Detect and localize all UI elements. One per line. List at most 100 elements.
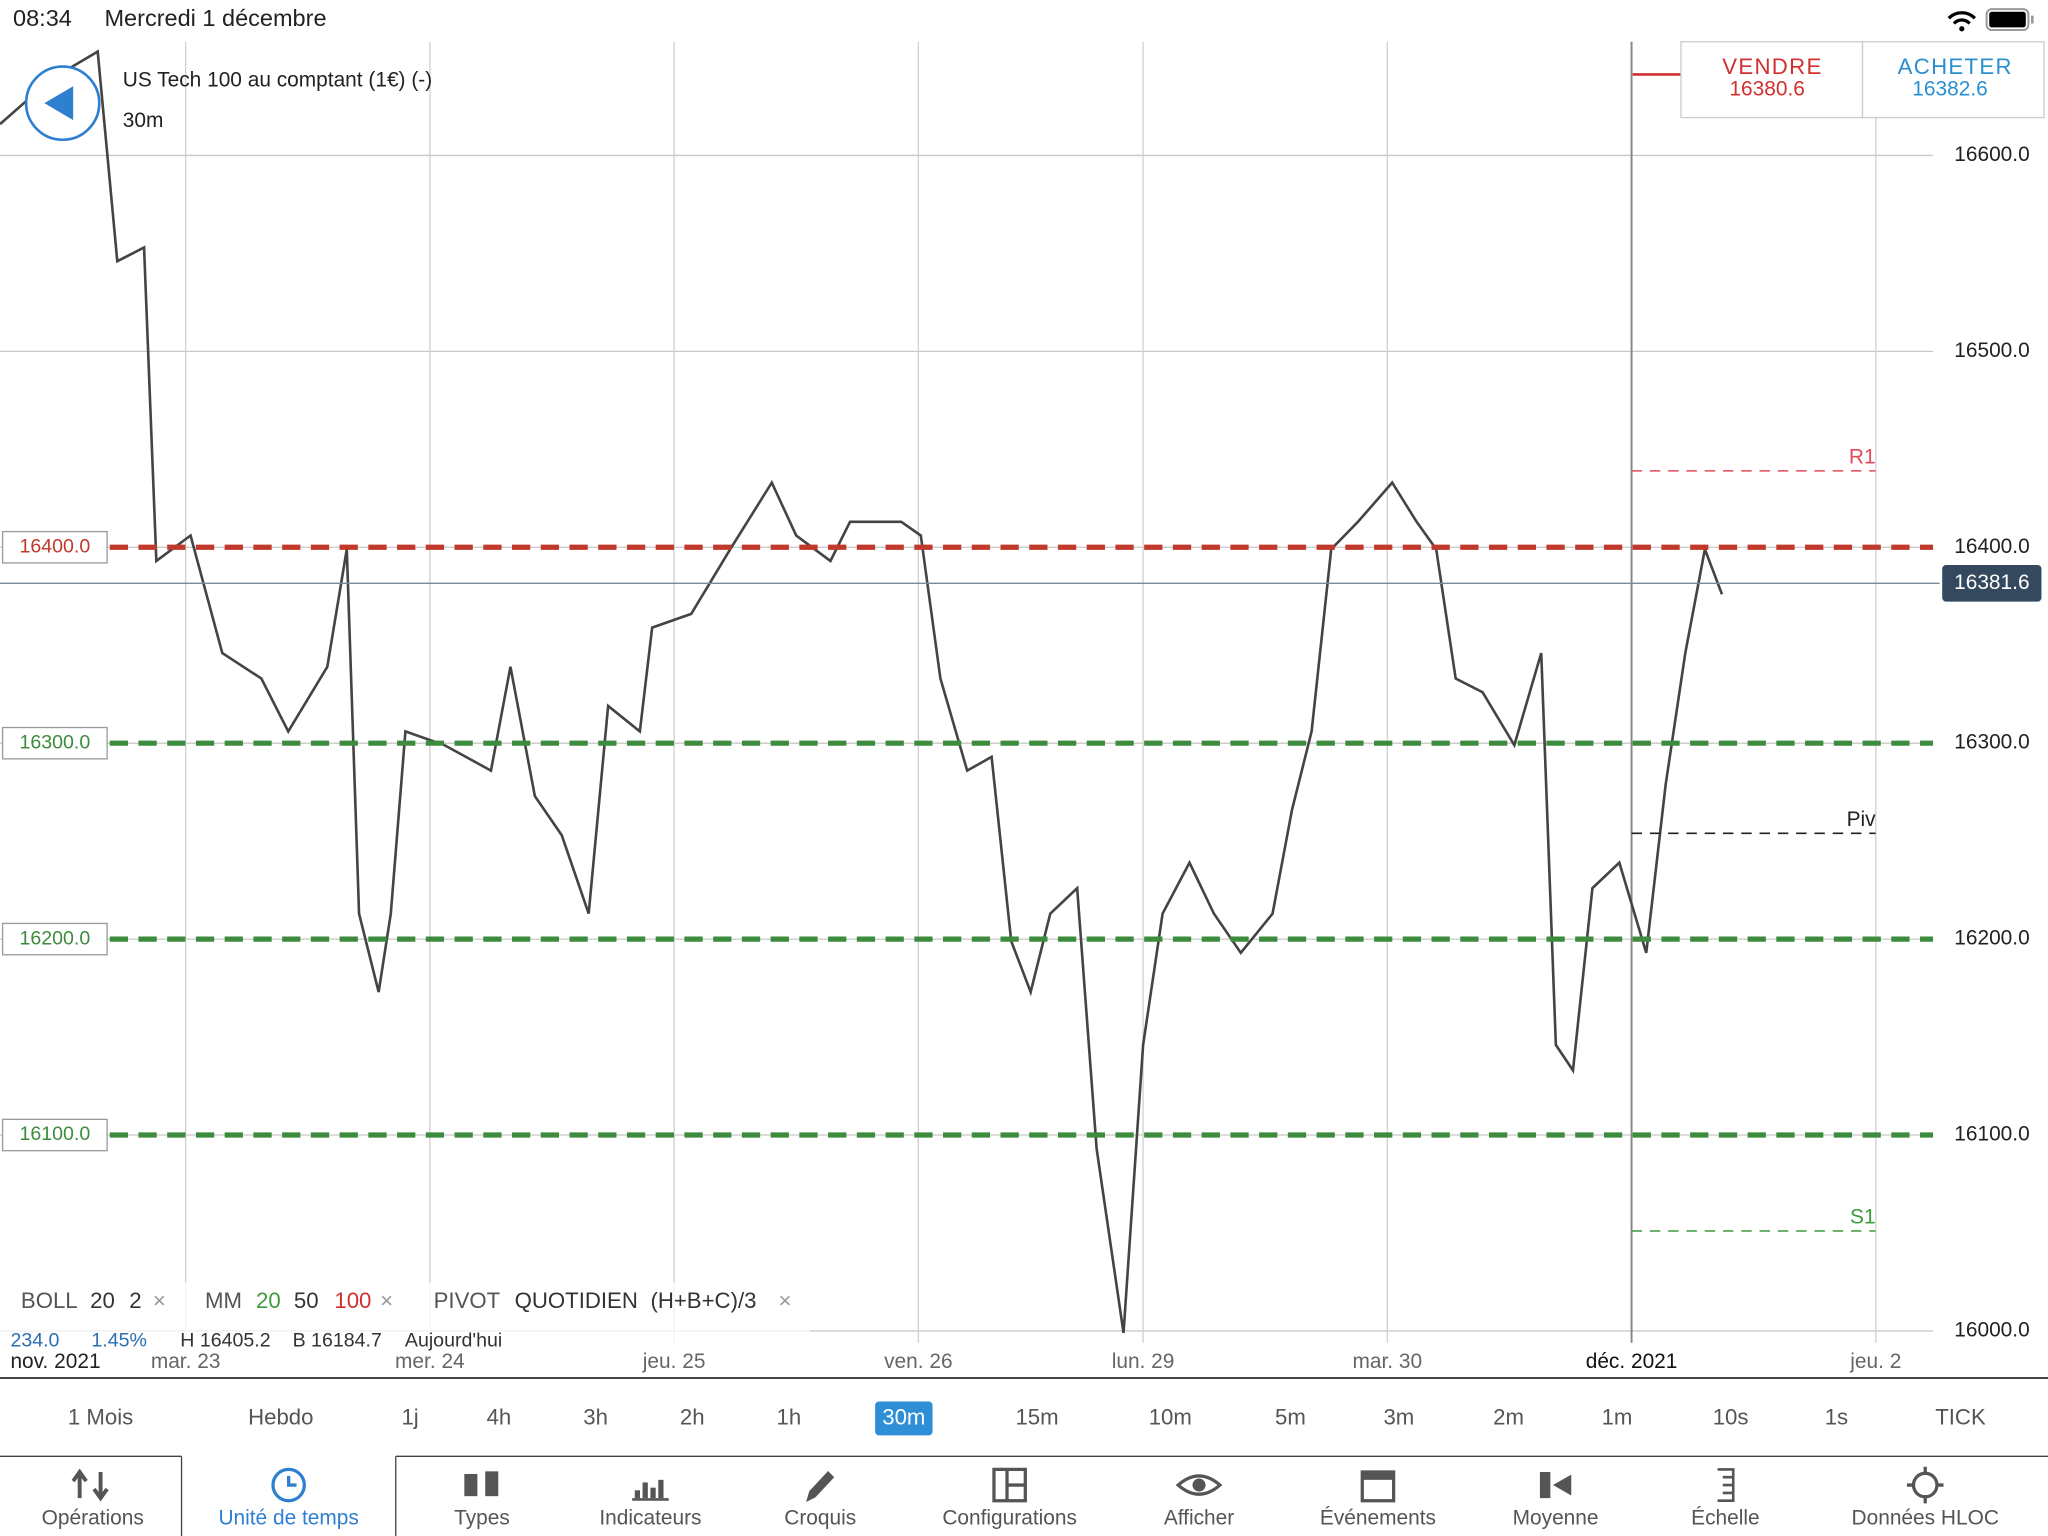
tab-button[interactable]: Unité de temps: [218, 1507, 358, 1530]
timeframe-selected: [875, 1401, 933, 1436]
stat-text: Aujourd'hui: [405, 1330, 502, 1352]
sell-label: VENDRE: [1722, 54, 1822, 79]
tab-icon: [1539, 1472, 1572, 1499]
tab-button[interactable]: Moyenne: [1513, 1507, 1599, 1530]
timeframe-button[interactable]: 10s: [1713, 1404, 1749, 1429]
tab-bar: Opérations Unité de temps Types Indicateurs…: [42, 1466, 1999, 1530]
level-label: 16300.0: [19, 731, 90, 753]
icon-part: [1192, 1478, 1206, 1492]
y-tick-label: 16100.0: [1954, 1123, 2029, 1146]
tab-icon: [1175, 1474, 1223, 1496]
timeframe-button[interactable]: Hebdo: [248, 1404, 313, 1429]
status-time: 08:34: [13, 5, 72, 31]
level-label: 16400.0: [19, 535, 90, 557]
icon-part: [71, 1468, 109, 1502]
indicator-text[interactable]: ×: [153, 1288, 166, 1313]
tab-button[interactable]: Échelle: [1691, 1507, 1759, 1530]
timeframe-button[interactable]: 4h: [487, 1404, 512, 1429]
timeframe-button[interactable]: 1j: [401, 1404, 418, 1429]
tab-icon: [464, 1471, 499, 1497]
timeframe-button[interactable]: 2h: [680, 1404, 705, 1429]
sell-button[interactable]: VENDRE 16380.6: [1680, 41, 1864, 119]
indicator-legend: BOLL 20 2 × MM 20 50 100 × PIVOT QUOTIDIEN (H+B+C)/…: [10, 1288, 791, 1351]
level-label-box: [1, 726, 108, 760]
active-tab-gap: [181, 1455, 396, 1461]
timeframe-bar: 1 Mois Hebdo 1j 4h 3h 2h 1h 30m 15m 10m 5m 3m 2m 1m 10…: [68, 1401, 1986, 1436]
buy-button[interactable]: ACHETER 16382.6: [1861, 41, 2045, 119]
level-label-box: [1, 922, 108, 956]
x-tick-label: lun. 29: [1112, 1350, 1175, 1373]
y-tick-label: 16500.0: [1954, 339, 2029, 362]
tab-button[interactable]: Afficher: [1164, 1507, 1234, 1530]
icon-part: [658, 1479, 664, 1499]
icon-part: [1717, 1468, 1735, 1503]
x-tick-label: ven. 26: [884, 1350, 952, 1373]
tab-button[interactable]: Indicateurs: [599, 1507, 701, 1530]
timeframe-button[interactable]: 3m: [1383, 1404, 1414, 1429]
plot: [0, 49, 1724, 1334]
stat-text: 1.45%: [91, 1330, 147, 1352]
back-button[interactable]: [24, 65, 101, 142]
y-tick-label: 16600.0: [1954, 143, 2029, 166]
timeframe-button[interactable]: 1m: [1602, 1404, 1633, 1429]
icon-part: [1362, 1472, 1394, 1480]
x-tick-label: mar. 30: [1353, 1350, 1423, 1373]
icon-part: [1552, 1474, 1572, 1496]
icon-part: [464, 1473, 478, 1497]
last-price-label: 16381.6: [1954, 571, 2029, 594]
pivot-label: R1: [1849, 445, 1876, 468]
tab-button[interactable]: Données HLOC: [1852, 1507, 1999, 1530]
stat-text: H 16405.2: [180, 1330, 270, 1352]
stat-text: 234.0: [10, 1330, 59, 1352]
x-tick-label: jeu. 25: [642, 1350, 706, 1373]
instrument-name: US Tech 100 au comptant (1€) (-): [123, 68, 432, 91]
indicator-text[interactable]: ×: [380, 1288, 393, 1313]
timeframe-button[interactable]: 1s: [1825, 1404, 1848, 1429]
sell-price: 16380.6: [1729, 78, 1804, 101]
price-line: [0, 49, 1724, 1334]
timeframe-button[interactable]: 2m: [1493, 1404, 1524, 1429]
icon-part: [485, 1471, 499, 1497]
indicator-text: QUOTIDIEN: [515, 1288, 638, 1313]
tab-button[interactable]: Croquis: [784, 1507, 856, 1530]
indicator-text: 50: [294, 1288, 319, 1313]
tab-button[interactable]: Configurations: [942, 1507, 1077, 1530]
icon-part: [642, 1482, 648, 1499]
icon-part: [806, 1471, 835, 1502]
timeframe-button[interactable]: 30m: [882, 1404, 925, 1429]
y-tick-label: 16300.0: [1954, 731, 2029, 754]
y-tick-label: 16200.0: [1954, 927, 2029, 950]
level-label: 16200.0: [19, 927, 90, 949]
status-icons: [1947, 8, 2034, 32]
tab-icon: [71, 1468, 109, 1502]
tab-icon: [1360, 1470, 1396, 1503]
buy-price: 16382.6: [1912, 78, 1987, 101]
icon-part: [287, 1475, 297, 1487]
indicator-text: 20: [256, 1288, 281, 1313]
timeframe-button[interactable]: 3h: [583, 1404, 608, 1429]
x-tick-label: jeu. 2: [1849, 1350, 1901, 1373]
timeframe-button[interactable]: 10m: [1149, 1404, 1192, 1429]
level-label: 16100.0: [19, 1123, 90, 1145]
indicator-text: PIVOT: [434, 1288, 501, 1313]
tab-button[interactable]: Opérations: [42, 1507, 144, 1530]
indicator-strip: [0, 1282, 810, 1343]
tab-button[interactable]: Événements: [1320, 1507, 1436, 1530]
x-tick-label: déc. 2021: [1586, 1350, 1678, 1373]
tab-icon: [1717, 1468, 1735, 1503]
indicator-text[interactable]: ×: [778, 1288, 791, 1313]
timeframe-button[interactable]: 5m: [1275, 1404, 1306, 1429]
tab-icon: [1906, 1466, 1944, 1504]
buy-label: ACHETER: [1898, 54, 2013, 79]
tab-button[interactable]: Types: [454, 1507, 510, 1530]
indicator-text: (H+B+C)/3: [650, 1288, 756, 1313]
icon-part: [1539, 1472, 1551, 1499]
timeframe-button[interactable]: 1 Mois: [68, 1404, 133, 1429]
indicator-text: 100: [334, 1288, 371, 1313]
timeframe-button[interactable]: TICK: [1935, 1404, 1986, 1429]
timeframe-button[interactable]: 1h: [777, 1404, 802, 1429]
y-tick-label: 16000.0: [1954, 1318, 2029, 1341]
timeframe-button[interactable]: 15m: [1015, 1404, 1058, 1429]
